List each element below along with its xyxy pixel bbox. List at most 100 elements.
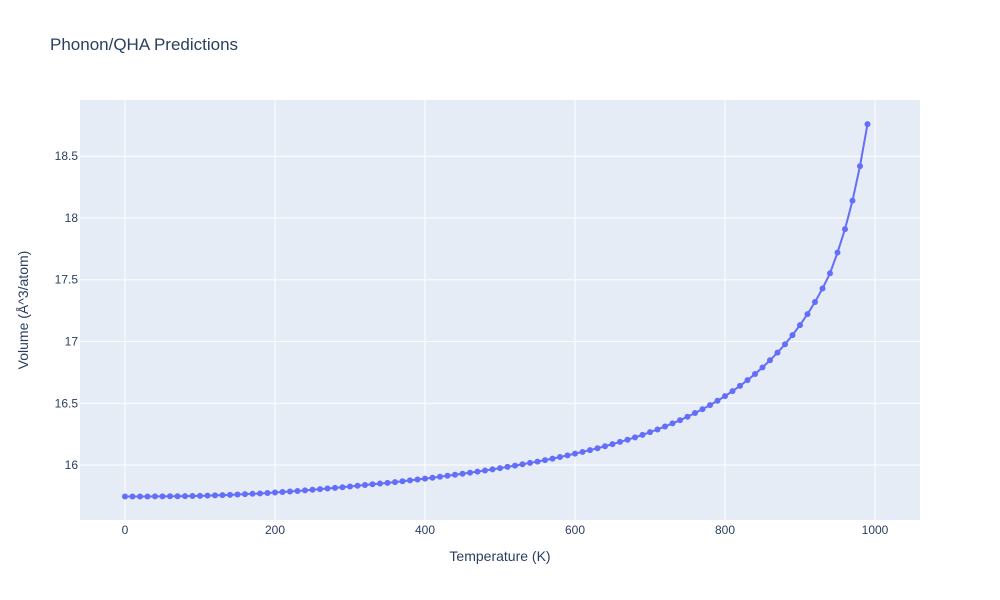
data-point xyxy=(527,459,533,466)
data-point xyxy=(174,493,181,500)
data-point xyxy=(234,491,241,498)
data-point xyxy=(459,470,466,477)
data-point xyxy=(774,349,781,356)
data-point xyxy=(129,493,136,500)
data-point xyxy=(534,458,541,465)
y-tick-label: 18 xyxy=(65,211,79,225)
y-tick-label: 17 xyxy=(65,335,79,349)
data-point xyxy=(647,429,653,436)
data-point xyxy=(842,226,848,233)
x-tick-label: 1000 xyxy=(862,523,889,537)
data-point xyxy=(564,452,571,459)
data-point xyxy=(467,469,473,476)
data-point xyxy=(362,482,368,489)
data-point xyxy=(249,490,256,497)
data-point xyxy=(287,488,293,495)
data-point xyxy=(437,473,443,480)
data-point xyxy=(737,382,743,389)
data-point xyxy=(609,441,616,448)
data-point xyxy=(332,484,338,491)
data-point xyxy=(744,377,751,384)
y-axis-title: Volume (Å^3/atom) xyxy=(15,251,31,370)
y-tick-labels: 16 16.5 17 17.5 18 18.5 xyxy=(55,149,79,472)
data-point xyxy=(549,455,556,462)
data-point xyxy=(309,486,316,493)
data-point xyxy=(482,467,488,474)
x-tick-label: 200 xyxy=(265,523,285,537)
data-point xyxy=(489,466,496,473)
data-point xyxy=(399,478,406,485)
x-tick-label: 400 xyxy=(415,523,435,537)
data-point xyxy=(684,413,691,420)
data-point xyxy=(384,479,391,486)
data-point xyxy=(182,493,188,500)
data-point xyxy=(797,322,803,329)
data-point xyxy=(722,393,728,400)
data-point xyxy=(782,341,788,348)
y-tick-label: 18.5 xyxy=(55,149,79,163)
data-point xyxy=(339,484,346,491)
data-point xyxy=(624,436,631,443)
data-point xyxy=(429,474,436,481)
data-point xyxy=(587,447,593,454)
data-point xyxy=(714,397,721,404)
data-point xyxy=(864,121,871,128)
data-point xyxy=(632,434,638,441)
data-point xyxy=(699,406,706,413)
data-point xyxy=(512,462,518,469)
x-tick-label: 800 xyxy=(715,523,735,537)
data-point xyxy=(377,480,383,487)
data-point xyxy=(474,468,481,475)
data-point xyxy=(789,332,796,339)
data-point xyxy=(407,477,413,484)
data-point xyxy=(122,493,128,500)
data-point xyxy=(219,492,226,499)
grid xyxy=(80,100,920,520)
data-point xyxy=(369,481,376,488)
y-tick-label: 17.5 xyxy=(55,273,79,287)
data-point xyxy=(152,493,158,500)
data-point xyxy=(579,448,586,455)
data-point xyxy=(452,471,458,478)
series-line xyxy=(125,123,869,498)
data-point xyxy=(662,423,668,430)
data-point xyxy=(759,364,766,371)
data-point xyxy=(317,486,323,493)
data-point xyxy=(752,370,758,377)
data-point xyxy=(834,249,841,256)
data-point xyxy=(264,489,271,496)
data-point xyxy=(347,483,353,490)
data-point xyxy=(497,465,503,472)
x-tick-labels: 0 200 400 600 800 1000 xyxy=(122,523,889,537)
data-point xyxy=(189,493,196,500)
data-point xyxy=(827,270,833,277)
data-point xyxy=(639,431,646,438)
x-tick-label: 0 xyxy=(122,523,129,537)
data-point xyxy=(302,487,308,494)
y-tick-label: 16.5 xyxy=(55,396,79,410)
data-point xyxy=(257,490,263,497)
data-point xyxy=(617,438,623,445)
data-point xyxy=(444,472,451,479)
data-point xyxy=(324,485,331,492)
data-point xyxy=(242,491,248,498)
x-axis-title: Temperature (K) xyxy=(449,548,550,564)
data-point xyxy=(144,493,151,500)
data-point xyxy=(669,420,676,427)
data-point xyxy=(692,410,698,417)
data-point xyxy=(819,285,826,292)
data-point xyxy=(392,479,398,486)
data-point xyxy=(654,426,661,433)
y-tick-label: 16 xyxy=(65,458,79,472)
series-markers xyxy=(122,121,871,500)
data-point xyxy=(294,487,301,494)
data-point xyxy=(204,492,211,499)
data-point xyxy=(279,488,286,495)
data-point xyxy=(572,450,578,457)
data-point xyxy=(519,461,526,468)
data-point xyxy=(167,493,173,500)
data-point xyxy=(197,492,203,499)
data-point xyxy=(812,298,818,305)
data-point xyxy=(557,454,563,460)
